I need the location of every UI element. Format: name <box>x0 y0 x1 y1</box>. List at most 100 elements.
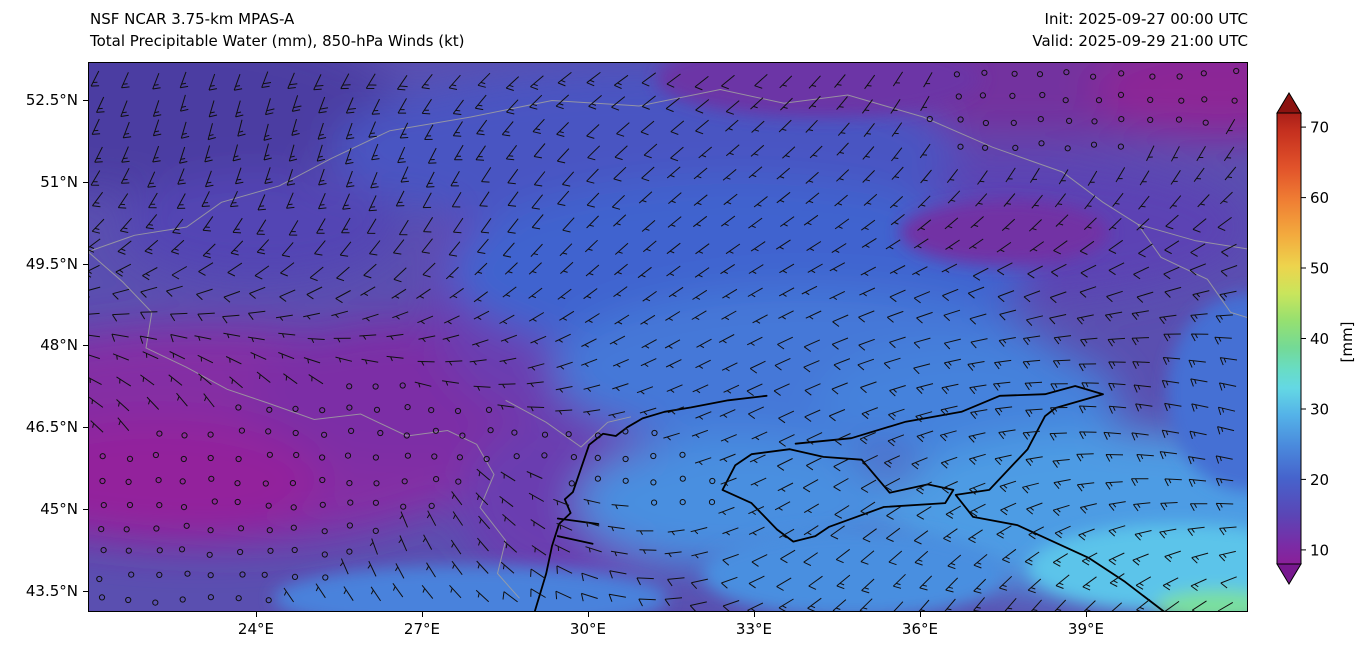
wind-barb <box>116 399 130 412</box>
wind-barb <box>1055 214 1069 227</box>
wind-barb <box>229 376 243 389</box>
wind-barb <box>526 381 544 388</box>
valid-time: Valid: 2025-09-29 21:00 UTC <box>1032 32 1248 50</box>
wind-barb <box>670 146 684 162</box>
wind-barb <box>336 266 350 282</box>
wind-barb <box>398 535 408 552</box>
colorbar-tick-label: 10 <box>1310 541 1329 559</box>
wind-barb <box>502 591 518 603</box>
wind-barb <box>1146 145 1155 162</box>
wind-barb <box>692 215 708 228</box>
wind-barb <box>476 119 488 136</box>
wind-barb <box>778 287 795 297</box>
wind-barb <box>639 549 657 555</box>
time-block: Init: 2025-09-27 00:00 UTC Valid: 2025-0… <box>1032 8 1248 52</box>
wind-barb <box>559 243 573 257</box>
wind-barb <box>147 171 156 188</box>
wind-barb <box>1136 291 1154 303</box>
wind-barb <box>263 143 272 161</box>
y-axis-tick-label: 45°N <box>40 499 78 518</box>
calm-wind-circle <box>321 528 328 535</box>
wind-barb <box>886 310 904 323</box>
wind-barb <box>472 339 489 348</box>
wind-barb <box>445 266 459 280</box>
wind-barb <box>968 453 986 465</box>
wind-barb <box>424 124 434 140</box>
wind-barb <box>1131 310 1149 321</box>
calm-wind-circle <box>155 477 162 484</box>
wind-barb <box>202 216 214 232</box>
wind-barb <box>775 239 791 250</box>
wind-barb <box>92 191 103 208</box>
wind-barb <box>449 287 464 299</box>
calm-wind-circle <box>235 595 242 602</box>
wind-barb <box>560 261 574 274</box>
wind-barb <box>884 477 901 492</box>
wind-barb <box>970 338 988 349</box>
wind-barb <box>586 72 601 87</box>
calm-wind-circle <box>99 453 106 460</box>
wind-barb <box>279 289 296 302</box>
wind-barb <box>973 554 988 569</box>
calm-wind-circle <box>156 430 163 437</box>
wind-barb <box>399 122 409 139</box>
wind-barb <box>832 314 849 327</box>
wind-barb <box>886 506 902 520</box>
wind-barb <box>750 477 767 487</box>
calm-wind-circle <box>594 432 602 439</box>
wind-barb <box>835 548 851 564</box>
wind-barb <box>992 381 1011 391</box>
wind-barb <box>1159 451 1177 460</box>
wind-barb <box>696 338 712 349</box>
country-border-line <box>476 444 520 599</box>
wind-barb <box>288 144 298 162</box>
wind-barb <box>809 145 823 159</box>
wind-barb <box>223 290 241 303</box>
wind-barb <box>360 286 376 297</box>
calm-wind-circle <box>290 504 297 511</box>
wind-barb <box>694 267 710 278</box>
calm-wind-circle <box>404 404 411 411</box>
wind-barb <box>803 525 819 536</box>
title-block: NSF NCAR 3.75-km MPAS-A Total Precipitab… <box>90 8 465 52</box>
wind-barb <box>148 192 158 209</box>
calm-wind-circle <box>289 480 296 487</box>
wind-barb <box>370 172 379 189</box>
wind-barb <box>913 291 931 304</box>
calm-wind-circle <box>428 407 435 414</box>
coastline <box>556 535 594 545</box>
calm-wind-circle <box>153 525 160 532</box>
country-border-line <box>88 88 1248 253</box>
wind-barb <box>1133 384 1151 393</box>
wind-barb <box>469 359 487 366</box>
x-axis-tick-label: 33°E <box>735 620 772 638</box>
wind-barb <box>1193 167 1205 182</box>
wind-barb <box>969 482 986 495</box>
wind-barb <box>391 288 407 299</box>
calm-wind-circle <box>594 454 601 461</box>
wind-barb <box>943 309 961 322</box>
wind-barb <box>335 356 353 363</box>
wind-barb <box>916 311 933 324</box>
wind-barb <box>140 286 158 298</box>
calm-wind-circle <box>346 383 353 390</box>
wind-barb <box>698 146 713 159</box>
wind-barb <box>1025 456 1043 467</box>
wind-barb <box>208 73 217 91</box>
wind-barb <box>442 380 459 386</box>
wind-barb <box>889 289 906 303</box>
wind-barb <box>91 218 105 234</box>
wind-barb <box>341 217 351 234</box>
wind-barb <box>339 558 349 575</box>
wind-barb <box>170 334 188 343</box>
calm-wind-circle <box>428 502 435 509</box>
calm-wind-circle <box>1091 118 1098 125</box>
calm-wind-circle <box>100 502 107 509</box>
wind-barb <box>780 549 796 564</box>
calm-wind-circle <box>123 526 130 533</box>
colorbar-unit-label: [mm] <box>1338 321 1356 363</box>
wind-barb <box>614 242 629 255</box>
colorbar-tick-label: 30 <box>1310 401 1329 419</box>
wind-barb <box>1164 240 1180 255</box>
wind-barb <box>640 120 655 136</box>
